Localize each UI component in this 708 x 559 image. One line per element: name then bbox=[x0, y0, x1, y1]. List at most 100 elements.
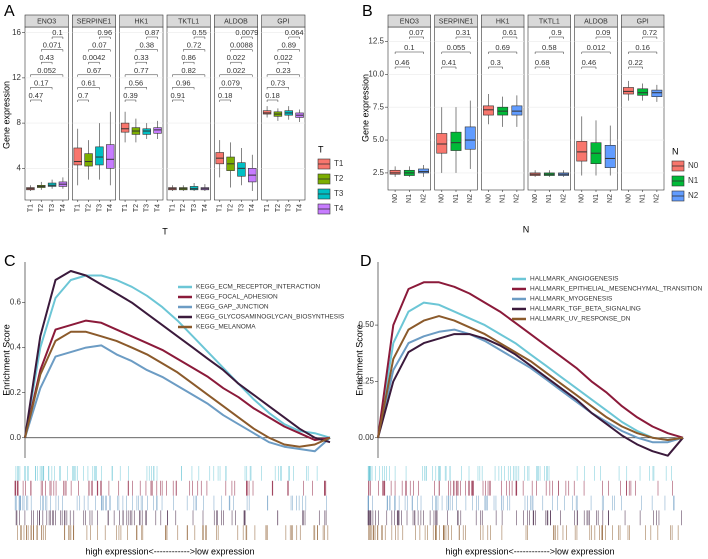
p-value: 0.22 bbox=[628, 58, 643, 67]
bracket bbox=[266, 87, 289, 90]
facet-strip bbox=[481, 14, 525, 28]
bracket bbox=[77, 87, 100, 90]
p-value: 0.9 bbox=[551, 28, 561, 37]
box bbox=[464, 126, 476, 150]
x-tick-label: N1 bbox=[640, 194, 647, 203]
box bbox=[47, 182, 57, 187]
bracket bbox=[642, 36, 658, 39]
box bbox=[604, 145, 616, 168]
legend-label: N2 bbox=[688, 191, 699, 200]
enrichment-curve bbox=[377, 281, 684, 439]
box bbox=[436, 133, 448, 154]
facet-panel bbox=[387, 26, 431, 191]
x-axis-title: N bbox=[523, 224, 530, 234]
p-value: 0.67 bbox=[87, 66, 102, 75]
legend-label: HALLMARK_TGF_BETA_SIGNALING bbox=[530, 306, 641, 313]
facet-strip bbox=[261, 14, 306, 28]
box bbox=[389, 169, 401, 175]
box bbox=[483, 105, 494, 116]
x-tick-label: T2 bbox=[180, 204, 187, 212]
x-tick-label: T2 bbox=[38, 204, 45, 212]
box bbox=[651, 89, 663, 97]
facet-panel bbox=[166, 26, 211, 201]
y-axis-title: Gene expression bbox=[1, 81, 11, 149]
facet-strip bbox=[24, 14, 69, 28]
legend-label: N0 bbox=[688, 161, 699, 170]
x-tick-label: T2 bbox=[85, 204, 92, 212]
p-value: 0.89 bbox=[281, 41, 296, 50]
p-value: 0.3 bbox=[490, 58, 500, 67]
x-tick-label: T2 bbox=[133, 204, 140, 212]
p-value: 0.012 bbox=[587, 43, 606, 52]
facet-title: GPI bbox=[277, 18, 289, 25]
facet-panel bbox=[527, 26, 571, 191]
p-value: 0.68 bbox=[535, 58, 550, 67]
p-value: 0.18 bbox=[218, 91, 233, 100]
bracket bbox=[124, 99, 137, 102]
facet-panel bbox=[119, 26, 164, 201]
p-value: 0.079 bbox=[221, 78, 240, 87]
y-tick-label: 0.4 bbox=[10, 343, 22, 352]
bracket bbox=[595, 36, 611, 39]
p-value: 0.87 bbox=[145, 28, 160, 37]
box bbox=[73, 147, 82, 166]
x-tick-label: N2 bbox=[514, 194, 521, 203]
legend-label: T3 bbox=[334, 189, 344, 198]
p-value: 0.052 bbox=[37, 66, 56, 75]
panel-label: A bbox=[4, 3, 15, 20]
y-axis-title: Enrichment Score bbox=[1, 324, 11, 396]
x-axis-title: T bbox=[162, 226, 168, 236]
facet-title: ENO3 bbox=[37, 18, 56, 25]
x-tick-label: N1 bbox=[406, 194, 413, 203]
p-value: 0.56 bbox=[129, 78, 144, 87]
y-tick-label: 0.00 bbox=[358, 433, 374, 442]
x-tick-label: N1 bbox=[500, 194, 507, 203]
bracket bbox=[581, 51, 611, 54]
box bbox=[511, 105, 523, 116]
p-value: 0.55 bbox=[192, 28, 207, 37]
p-value: 0.46 bbox=[582, 58, 597, 67]
p-value: 0.58 bbox=[542, 43, 557, 52]
facet-strip bbox=[621, 14, 665, 28]
x-tick-label: N1 bbox=[453, 194, 460, 203]
bracket bbox=[455, 36, 471, 39]
x-tick-label: T3 bbox=[191, 204, 198, 212]
bracket bbox=[193, 36, 206, 39]
x-axis-title: high expression<------------>low express… bbox=[445, 546, 614, 556]
x-tick-label: T4 bbox=[202, 204, 209, 212]
x-tick-label: N2 bbox=[607, 194, 614, 203]
legend-label: KEGG_ECM_RECEPTOR_INTERACTION bbox=[196, 284, 320, 291]
box bbox=[120, 122, 130, 133]
facet-strip bbox=[119, 14, 164, 28]
facet-title: ALDOB bbox=[584, 18, 608, 25]
y-tick-label: 16 bbox=[12, 28, 21, 37]
facet-title: SERPINE1 bbox=[77, 18, 112, 25]
x-tick-label: N0 bbox=[625, 194, 632, 203]
p-value: 0.46 bbox=[395, 58, 410, 67]
facet-strip bbox=[214, 14, 258, 28]
enrichment-curve bbox=[377, 315, 684, 441]
bracket bbox=[219, 87, 242, 90]
p-value: 0.022 bbox=[227, 53, 246, 62]
p-value: 0.86 bbox=[181, 53, 196, 62]
p-value: 0.82 bbox=[181, 66, 196, 75]
facet-title: SERPINE1 bbox=[439, 18, 474, 25]
p-value: 0.1 bbox=[404, 43, 414, 52]
y-axis-title: Enrichment Score bbox=[354, 324, 364, 396]
legend-label: HALLMARK_UV_RESPONSE_DN bbox=[530, 316, 631, 323]
y-tick-label: 2.5 bbox=[373, 168, 385, 177]
bracket bbox=[628, 66, 643, 69]
x-tick-label: T1 bbox=[75, 204, 82, 212]
facet-title: GPI bbox=[637, 18, 649, 25]
p-value: 0.69 bbox=[495, 43, 510, 52]
p-value: 0.91 bbox=[171, 91, 186, 100]
bracket bbox=[146, 36, 158, 39]
p-value: 0.33 bbox=[134, 53, 149, 62]
y-tick-label: 8 bbox=[17, 118, 22, 127]
x-tick-label: N2 bbox=[560, 194, 567, 203]
x-tick-label: T4 bbox=[60, 204, 67, 212]
bracket bbox=[441, 51, 471, 54]
enrichment-curve bbox=[377, 333, 684, 457]
x-tick-label: T1 bbox=[169, 204, 176, 212]
p-value: 0.96 bbox=[98, 28, 113, 37]
